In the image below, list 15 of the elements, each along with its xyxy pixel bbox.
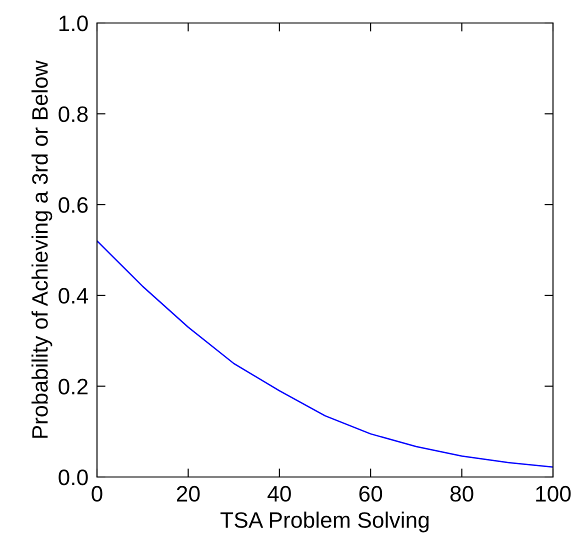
y-axis-title: Probability of Achieving a 3rd or Below [32, 60, 52, 438]
y-tick-label: 1.0 [59, 16, 88, 32]
y-tick-label: 0.8 [58, 106, 88, 122]
y-tick-label: 0.2 [58, 378, 88, 394]
y-tick-label: 0.6 [58, 197, 88, 213]
line-series [97, 240, 553, 468]
x-tick-label: 0 [92, 486, 102, 502]
x-tick-label: 100 [536, 486, 571, 502]
y-tick-label: 0.0 [58, 470, 88, 486]
x-tick-label: 20 [176, 486, 200, 502]
x-tick-label: 40 [268, 486, 291, 502]
y-tick-label: 0.4 [58, 288, 88, 304]
x-tick-label: 60 [359, 486, 382, 502]
x-tick-label: 80 [450, 486, 474, 502]
x-axis-title: TSA Problem Solving [220, 512, 429, 532]
